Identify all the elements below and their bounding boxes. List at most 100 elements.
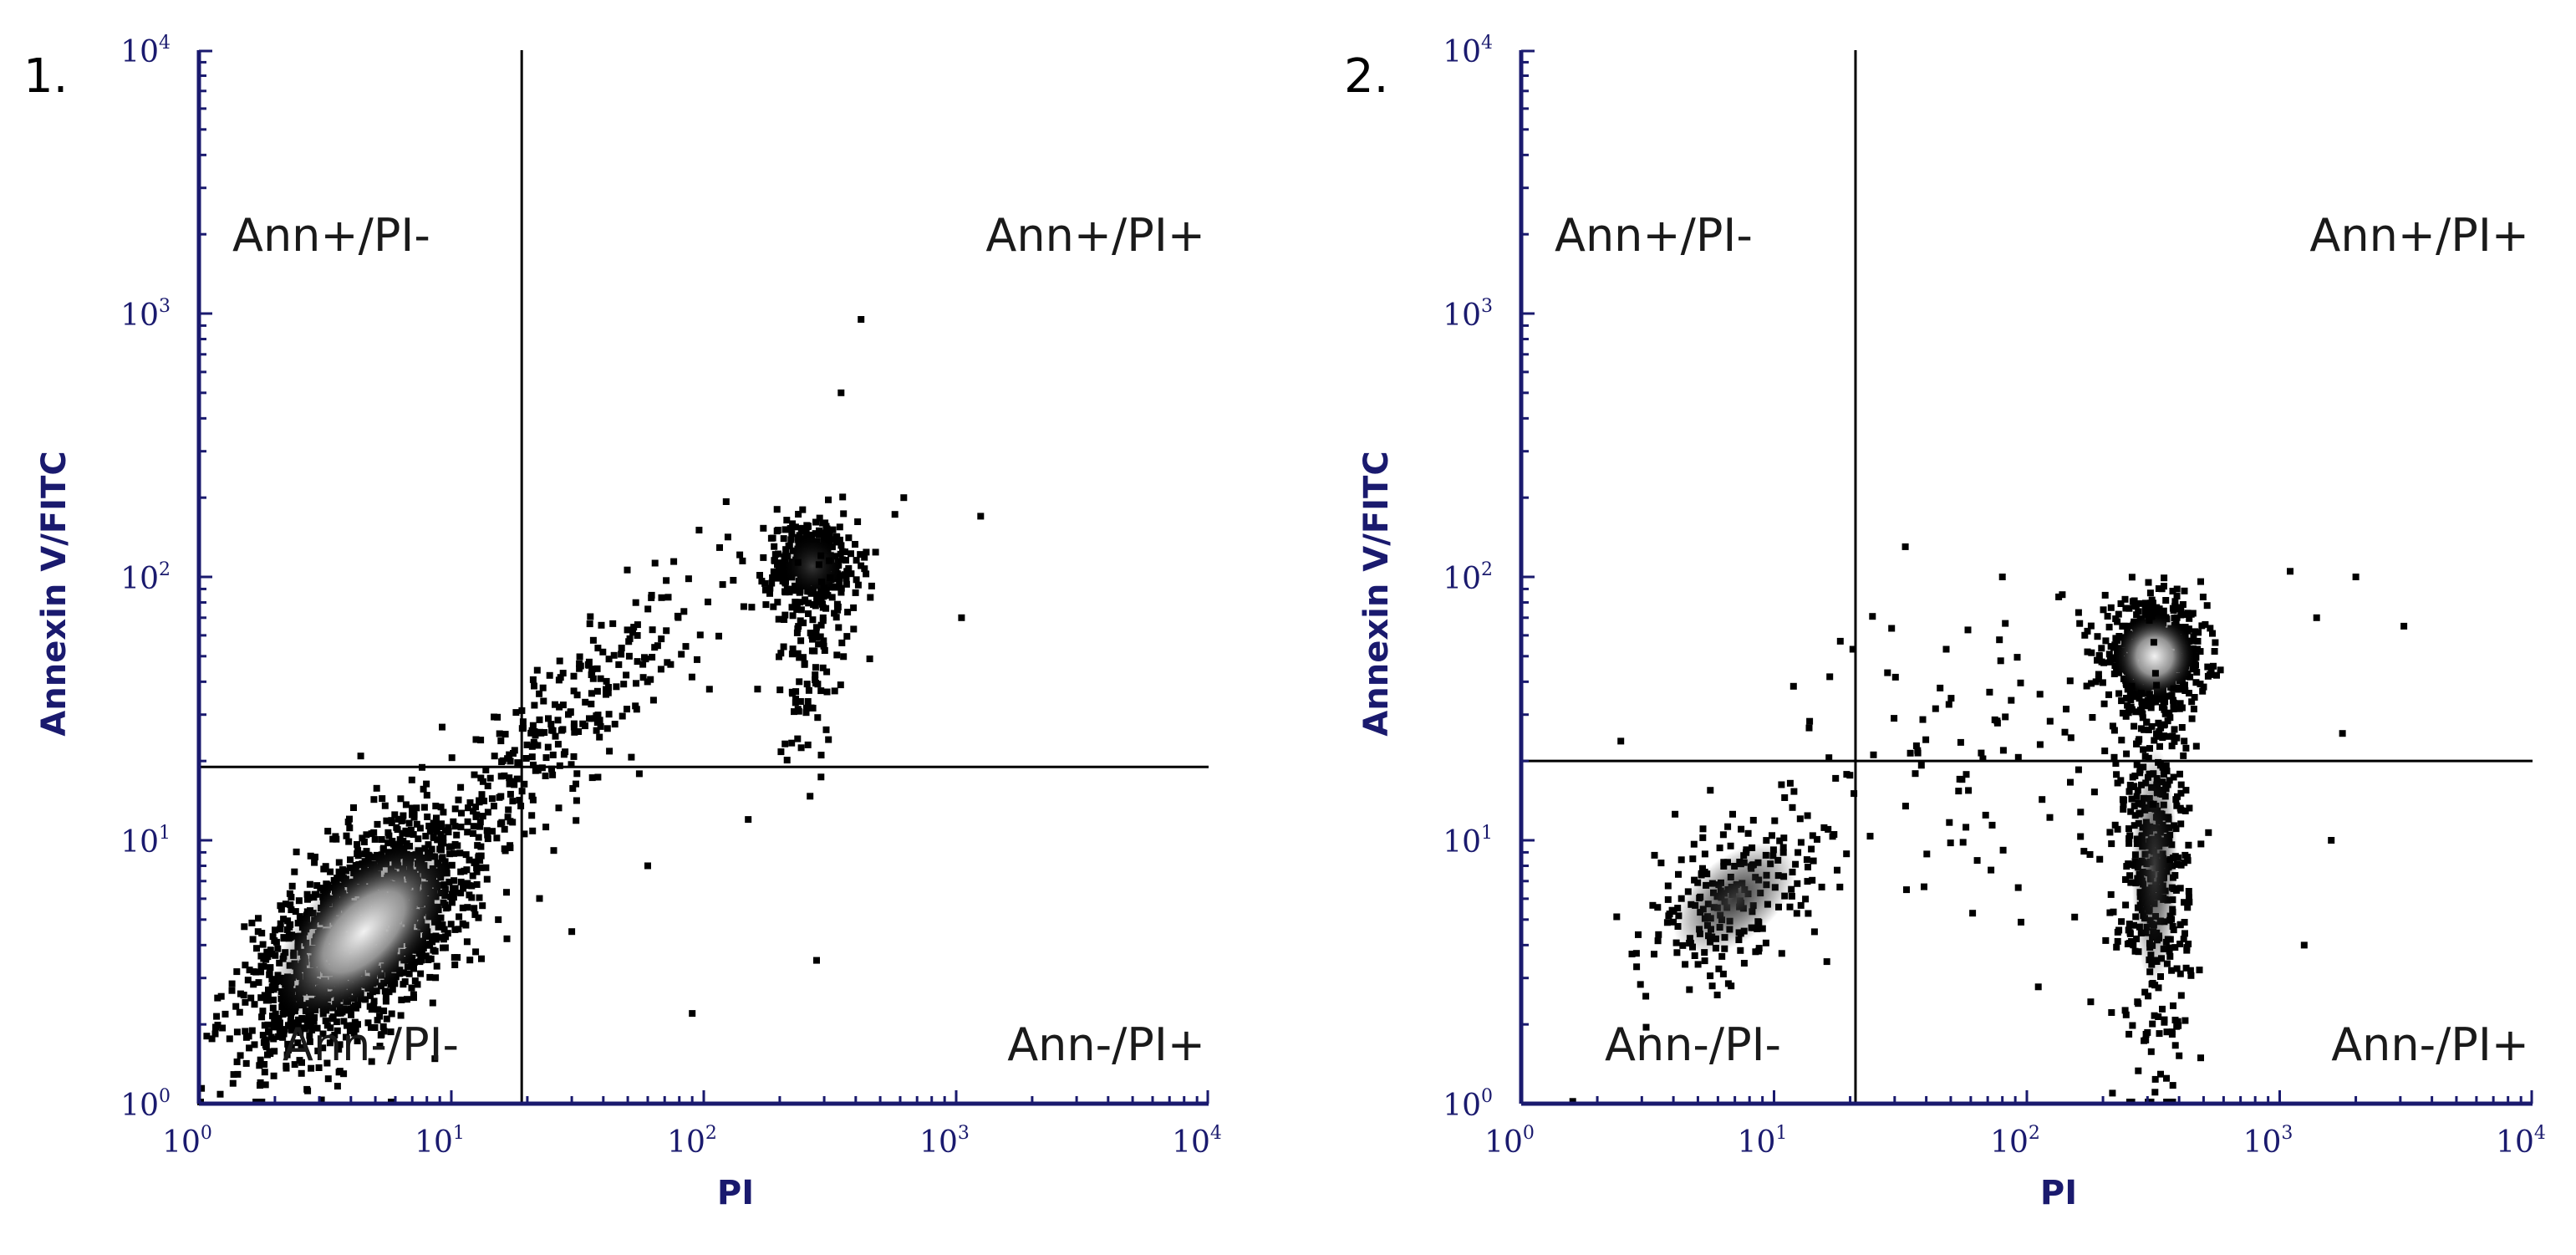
event-dot <box>632 702 639 710</box>
event-dot <box>1888 625 1896 632</box>
event-dot <box>792 688 800 696</box>
event-dot <box>233 1028 241 1036</box>
event-dot <box>2142 1036 2150 1043</box>
event-dot <box>376 1043 384 1050</box>
event-dot <box>2209 630 2216 637</box>
event-dot <box>649 654 656 661</box>
event-dot <box>2014 753 2022 761</box>
event-dot <box>1707 972 1714 980</box>
event-dot <box>1677 856 1685 864</box>
event-dot <box>1919 716 1927 723</box>
events-2 <box>1569 543 2408 1105</box>
event-dot <box>559 701 567 709</box>
event-dot <box>2076 620 2084 627</box>
event-dot <box>801 661 808 668</box>
event-dot <box>2129 598 2136 605</box>
event-dot <box>383 817 390 824</box>
event-dot <box>2168 691 2176 699</box>
event-dot <box>374 820 381 828</box>
event-dot <box>228 987 236 994</box>
event-dot <box>425 957 432 963</box>
event-dot <box>2122 1011 2130 1018</box>
event-dot <box>1786 779 1794 787</box>
event-dot <box>531 682 537 690</box>
event-dot <box>658 635 665 643</box>
event-dot <box>550 847 557 855</box>
event-dot <box>770 603 777 610</box>
event-dot <box>2171 944 2179 951</box>
event-dot <box>2122 876 2129 883</box>
event-dot <box>2095 671 2102 678</box>
event-dot <box>678 650 685 658</box>
event-dot <box>441 944 449 951</box>
event-dot <box>1719 970 1727 977</box>
event-dot <box>352 1025 359 1033</box>
y-tick-label: 101 <box>1443 823 1493 860</box>
event-dot <box>483 827 491 834</box>
event-dot <box>288 1025 295 1033</box>
event-dot <box>682 643 690 650</box>
event-dot <box>1843 771 1851 778</box>
event-dot <box>771 551 779 559</box>
event-dot <box>266 971 273 978</box>
density-core <box>2114 614 2196 699</box>
event-dot <box>664 594 672 601</box>
event-dot <box>837 681 844 689</box>
event-dot <box>771 557 778 564</box>
event-dot <box>651 559 659 567</box>
event-dot <box>382 997 389 1005</box>
event-dot <box>2161 583 2167 590</box>
event-dot <box>1825 825 1832 833</box>
event-dot <box>281 1026 288 1033</box>
event-dot <box>254 928 262 936</box>
event-dot <box>773 506 781 513</box>
event-dot <box>647 676 654 683</box>
event-dot <box>2182 787 2190 794</box>
event-dot <box>2125 921 2133 928</box>
event-dot <box>360 839 368 845</box>
event-dot <box>1628 951 1636 957</box>
event-dot <box>2128 574 2136 581</box>
event-dot <box>257 994 265 1002</box>
event-dot <box>2063 706 2069 713</box>
event-dot <box>868 582 875 589</box>
event-dot <box>648 594 655 601</box>
event-dot <box>1843 850 1851 858</box>
event-dot <box>2146 589 2154 597</box>
event-dot <box>837 589 845 596</box>
event-dot <box>1804 878 1811 885</box>
event-dot <box>722 498 730 505</box>
event-dot <box>1786 903 1794 911</box>
event-dot <box>476 894 483 901</box>
event-dot <box>479 778 486 785</box>
event-dot <box>680 608 688 615</box>
event-dot <box>1998 574 2006 580</box>
event-dot <box>2166 714 2174 722</box>
event-dot <box>1752 948 1759 956</box>
event-dot <box>2080 848 2088 855</box>
event-dot <box>788 604 796 611</box>
event-dot <box>804 741 812 748</box>
event-dot <box>2084 627 2091 635</box>
event-dot <box>1778 950 1785 957</box>
event-dot <box>2133 761 2141 768</box>
event-dot <box>2181 930 2188 937</box>
event-dot <box>261 1061 268 1068</box>
event-dot <box>501 825 508 833</box>
event-dot <box>298 1024 306 1032</box>
event-dot <box>559 670 567 677</box>
event-dot <box>237 1052 244 1059</box>
event-dot <box>776 569 784 577</box>
event-dot <box>2174 604 2181 611</box>
event-dot <box>1806 717 1814 725</box>
cluster-1 <box>2066 574 2224 750</box>
event-dot <box>326 1039 333 1047</box>
event-dot <box>288 882 296 890</box>
event-dot <box>457 878 465 885</box>
event-dot <box>284 917 292 925</box>
event-dot <box>624 706 630 713</box>
panel-1: 100 101 102 103 104 100 101 102 103 104 PI Annexin … <box>23 33 1222 1212</box>
event-dot <box>2146 745 2153 752</box>
event-dot <box>440 839 447 847</box>
event-dot <box>2105 691 2112 698</box>
